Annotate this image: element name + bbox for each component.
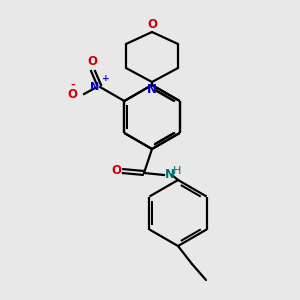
Text: N: N	[90, 82, 99, 92]
Text: O: O	[111, 164, 121, 178]
Text: O: O	[147, 18, 157, 31]
Text: O: O	[87, 55, 97, 68]
Text: N: N	[147, 83, 157, 96]
Text: H: H	[173, 166, 182, 176]
Text: -: -	[70, 80, 75, 90]
Text: N: N	[165, 167, 175, 181]
Text: +: +	[102, 74, 110, 83]
Text: O: O	[67, 88, 77, 101]
